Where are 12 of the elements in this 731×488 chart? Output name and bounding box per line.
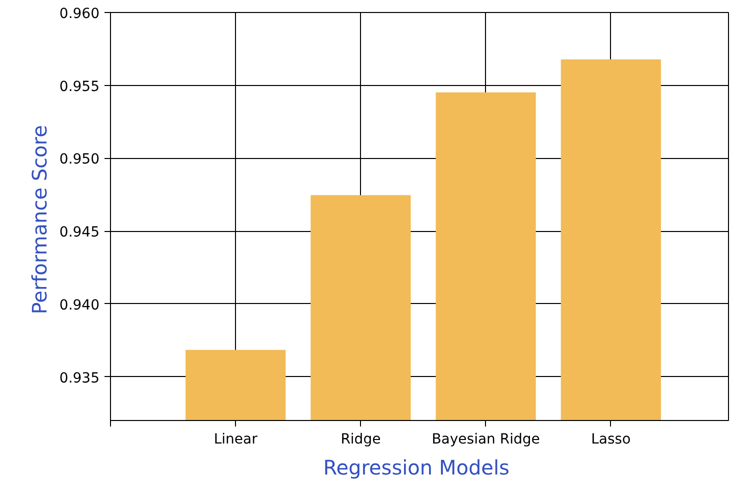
y-tick-label: 0.945 <box>59 224 100 241</box>
x-axis-title: Regression Models <box>323 456 510 480</box>
y-tick-label: 0.935 <box>59 370 100 386</box>
x-tick-label: Bayesian Ridge <box>432 432 540 448</box>
y-tick-label: 0.950 <box>59 152 100 168</box>
x-tick-label: Linear <box>214 432 258 448</box>
x-tick-label: Ridge <box>340 432 381 448</box>
y-tick-label: 0.960 <box>59 6 100 22</box>
x-tick-label: Lasso <box>591 432 631 448</box>
y-axis-title: Performance Score <box>27 125 52 314</box>
y-tick-label: 0.955 <box>59 78 100 95</box>
y-tick-label: 0.940 <box>59 297 100 314</box>
